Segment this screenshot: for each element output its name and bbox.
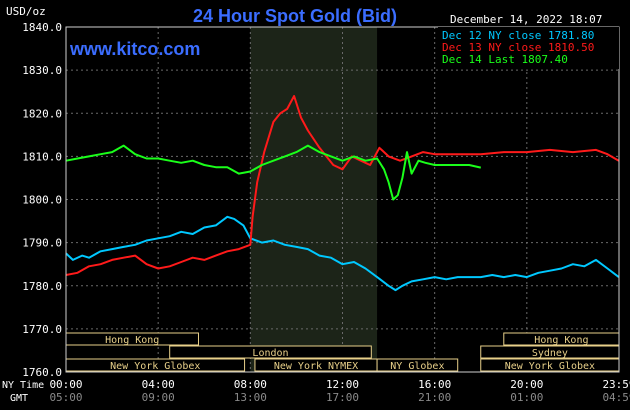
x-tick-label-ny: 12:00 [326,378,359,391]
session-label: NY Globex [390,361,444,372]
series-line [65,95,620,276]
legend-entry: Dec 14 Last 1807.40 [442,53,568,66]
legend-box [438,27,619,69]
y-tick-label: 1760.0 [22,366,62,379]
session-label: New York NYMEX [274,361,358,372]
y-tick-label: 1820.0 [22,107,62,120]
site-watermark: www.kitco.com [69,39,200,59]
x-tick-label-ny: 08:00 [234,378,267,391]
nymex-shaded-region [250,27,378,372]
x-label-gmt: GMT [10,393,28,404]
x-tick-label-gmt: 01:00 [510,391,543,404]
legend-entry: Dec 12 NY close 1781.80 [442,29,594,42]
legend: Dec 12 NY close 1781.80 Dec 13 NY close … [438,27,619,69]
x-tick-label-ny: 00:00 [49,378,82,391]
session-label: London [252,348,288,359]
x-tick-label-gmt: 21:00 [418,391,451,404]
unit-label: USD/oz [6,5,46,18]
y-tick-label: 1770.0 [22,323,62,336]
y-tick-label: 1780.0 [22,280,62,293]
x-tick-label-gmt: 04:59 [602,391,630,404]
session-label: Hong Kong [534,335,588,346]
y-tick-label: 1800.0 [22,194,62,207]
session-bar [169,345,372,359]
x-label-ny-time: NY Time [2,380,44,391]
x-tick-label-gmt: 05:00 [49,391,82,404]
x-tick-label-gmt: 17:00 [326,391,359,404]
legend-entry: Dec 13 NY close 1810.50 [442,41,594,54]
chart-title: 24 Hour Spot Gold (Bid) [193,6,397,26]
session-bars: Hong Kong London New York Globex New York N… [65,332,620,372]
y-tick-label: 1810.0 [22,150,62,163]
x-tick-label-gmt: 09:00 [142,391,175,404]
session-label: New York Globex [505,361,595,372]
session-label: Sydney [532,348,568,359]
y-tick-label: 1790.0 [22,237,62,250]
x-tick-label-ny: 04:00 [142,378,175,391]
plot-border [65,26,620,373]
session-label: Hong Kong [105,335,159,346]
chart-date: December 14, 2022 18:07 [450,13,602,26]
series-line [65,144,482,201]
session-bar [376,358,459,372]
x-tick-label-ny: 20:00 [510,378,543,391]
y-tick-labels: 1760.0 1770.0 1780.0 1790.0 1800.0 1810.0 1820… [22,21,62,379]
series-lines [65,95,620,292]
x-tick-label-gmt: 13:00 [234,391,267,404]
series-line [65,215,620,292]
y-tick-label: 1830.0 [22,64,62,77]
x-tick-label-ny: 16:00 [418,378,451,391]
session-label: New York Globex [110,361,200,372]
y-tick-label: 1840.0 [22,21,62,34]
x-tick-label-ny: 23:59 [602,378,630,391]
